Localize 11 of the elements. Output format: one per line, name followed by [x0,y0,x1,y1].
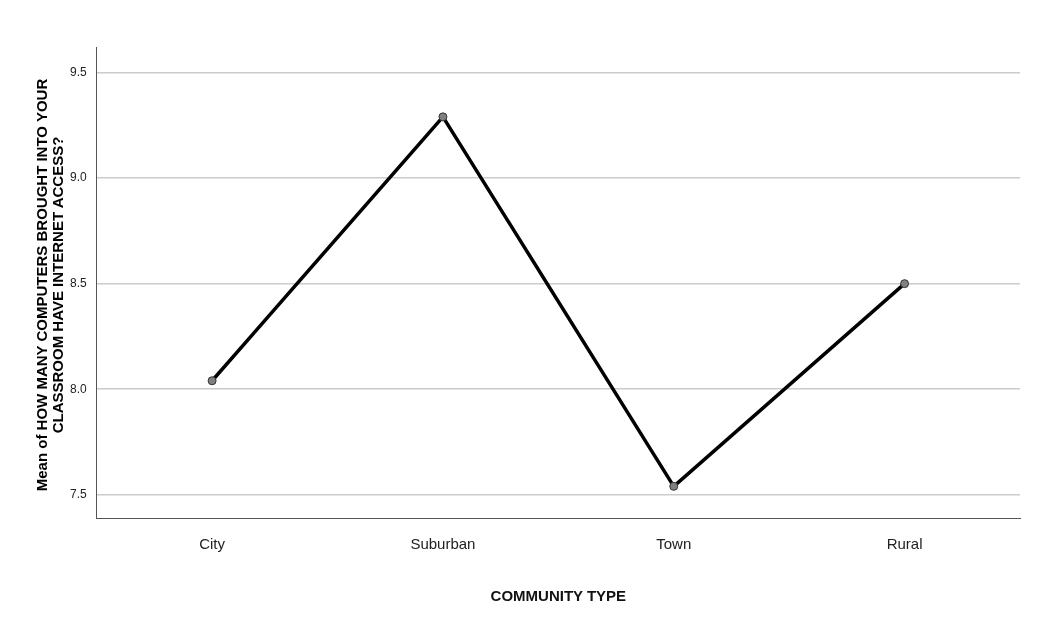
x-tick-label: City [199,535,226,553]
y-tick-label: 9.0 [69,170,87,185]
x-axis-title: COMMUNITY TYPE [490,587,627,605]
x-tick-label: Suburban [410,535,476,553]
y-axis-title: Mean of HOW MANY COMPUTERS BROUGHT INTO YOUR CLASSROOM HAVE INTERNET ACCESS? [33,77,66,494]
x-tick-label: Town [656,535,692,553]
y-tick-label: 8.5 [69,275,87,290]
x-tick-label: Rural [886,535,923,553]
y-tick-label: 8.0 [69,381,87,396]
y-tick-label: 9.5 [69,64,87,79]
y-tick-label: 7.5 [69,487,87,502]
